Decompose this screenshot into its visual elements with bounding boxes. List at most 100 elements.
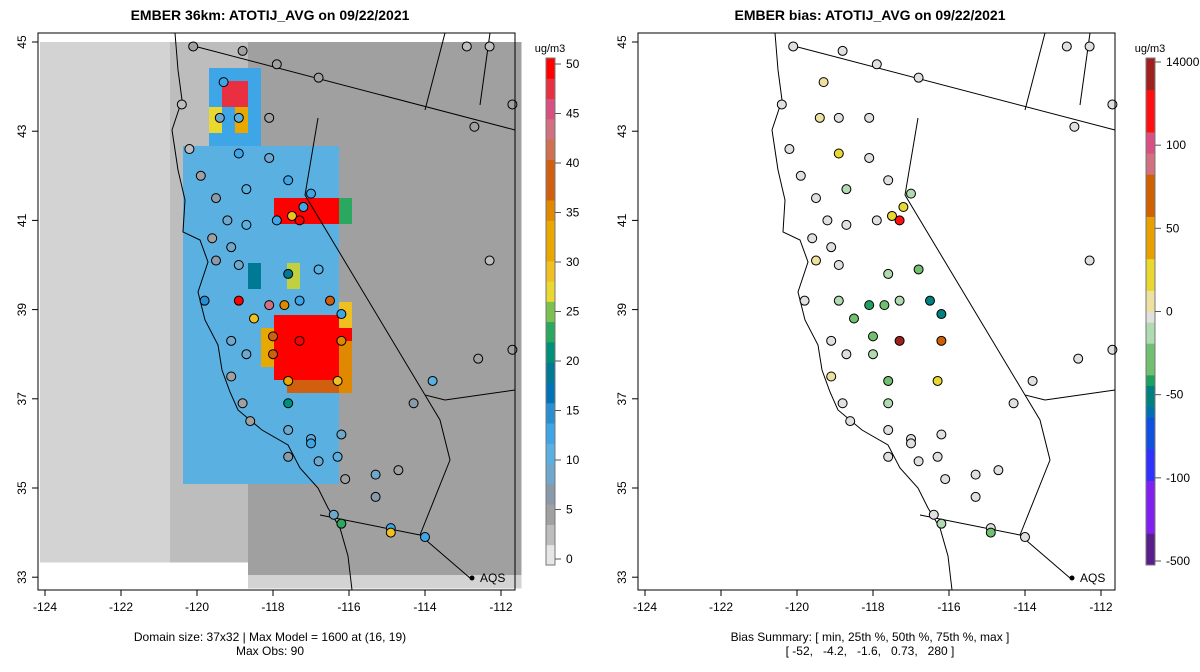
model-grid-cell — [183, 68, 197, 82]
model-grid-cell — [365, 367, 379, 381]
model-grid-cell — [235, 367, 249, 381]
model-grid-cell — [209, 328, 223, 342]
model-grid-cell — [144, 211, 158, 225]
model-grid-cell — [404, 250, 418, 264]
model-grid-cell — [170, 536, 184, 550]
state-boundary — [424, 32, 446, 111]
model-grid-cell — [92, 68, 106, 82]
model-grid-cell — [391, 159, 405, 173]
model-grid-cell — [222, 471, 236, 485]
model-grid-cell — [118, 198, 132, 212]
model-grid-cell — [196, 445, 210, 459]
model-grid-cell — [287, 237, 301, 251]
model-grid-cell — [235, 471, 249, 485]
model-grid-cell — [443, 315, 457, 329]
model-grid-cell — [66, 367, 80, 381]
monitor-site-marker — [970, 491, 981, 502]
model-grid-cell — [482, 536, 496, 550]
model-grid-cell — [79, 120, 93, 134]
monitor-site-marker — [936, 309, 947, 320]
model-grid-cell — [235, 380, 249, 394]
model-grid-cell — [365, 575, 379, 589]
model-grid-cell — [300, 263, 314, 277]
model-grid-cell — [391, 497, 405, 511]
model-grid-cell — [183, 549, 197, 563]
model-grid-cell — [456, 302, 470, 316]
model-grid-cell — [131, 328, 145, 342]
model-grid-cell — [430, 354, 444, 368]
model-grid-cell — [92, 120, 106, 134]
model-grid-cell — [469, 185, 483, 199]
model-grid-cell — [261, 250, 275, 264]
model-grid-cell — [378, 276, 392, 290]
model-grid-cell — [105, 536, 119, 550]
model-grid-cell — [495, 497, 509, 511]
model-grid-cell — [456, 159, 470, 173]
model-grid-cell — [313, 185, 327, 199]
model-grid-cell — [404, 302, 418, 316]
colorbar-swatch — [1146, 300, 1155, 312]
model-grid-cell — [66, 380, 80, 394]
model-grid-cell — [482, 315, 496, 329]
model-grid-cell — [300, 315, 314, 329]
model-grid-cell — [222, 497, 236, 511]
monitor-site-marker — [807, 233, 818, 244]
model-grid-cell — [40, 536, 54, 550]
model-grid-cell — [131, 354, 145, 368]
model-grid-cell — [391, 302, 405, 316]
model-grid-cell — [209, 523, 223, 537]
model-grid-cell — [144, 549, 158, 563]
model-grid-cell — [287, 510, 301, 524]
model-grid-cell — [313, 211, 327, 225]
model-grid-cell — [495, 289, 509, 303]
model-grid-cell — [430, 263, 444, 277]
model-grid-cell — [40, 224, 54, 238]
model-grid-cell — [79, 406, 93, 420]
model-grid-cell — [53, 68, 67, 82]
model-grid-cell — [183, 393, 197, 407]
model-grid-cell — [157, 302, 171, 316]
colorbar-swatch — [1146, 110, 1155, 122]
model-grid-cell — [391, 549, 405, 563]
model-grid-cell — [430, 341, 444, 355]
model-grid-cell — [144, 289, 158, 303]
model-grid-cell — [417, 250, 431, 264]
model-grid-cell — [391, 484, 405, 498]
model-grid-cell — [40, 172, 54, 186]
model-grid-cell — [53, 159, 67, 173]
model-grid-cell — [443, 341, 457, 355]
model-grid-cell — [456, 458, 470, 472]
model-grid-cell — [105, 315, 119, 329]
model-grid-cell — [79, 471, 93, 485]
model-grid-cell — [222, 94, 236, 108]
model-grid-cell — [92, 107, 106, 121]
model-grid-cell — [196, 68, 210, 82]
model-grid-cell — [261, 211, 275, 225]
model-grid-cell — [430, 315, 444, 329]
model-grid-cell — [40, 302, 54, 316]
model-grid-cell — [248, 497, 262, 511]
model-grid-cell — [183, 185, 197, 199]
model-grid-cell — [417, 42, 431, 56]
model-grid-cell — [456, 276, 470, 290]
model-grid-cell — [170, 263, 184, 277]
model-grid-cell — [118, 81, 132, 95]
model-grid-cell — [313, 315, 327, 329]
model-grid-cell — [456, 354, 470, 368]
model-grid-cell — [261, 172, 275, 186]
model-grid-cell — [92, 42, 106, 56]
model-grid-cell — [196, 341, 210, 355]
model-grid-cell — [79, 354, 93, 368]
model-grid-cell — [157, 250, 171, 264]
monitor-site-marker — [833, 295, 844, 306]
model-grid-cell — [339, 211, 353, 225]
model-grid-cell — [53, 146, 67, 160]
model-grid-cell — [430, 289, 444, 303]
model-grid-cell — [261, 536, 275, 550]
model-grid-cell — [274, 575, 288, 589]
model-grid-cell — [105, 146, 119, 160]
model-grid-cell — [79, 263, 93, 277]
model-grid-cell — [495, 575, 509, 589]
model-grid-cell — [196, 120, 210, 134]
monitor-site-marker — [864, 152, 875, 163]
